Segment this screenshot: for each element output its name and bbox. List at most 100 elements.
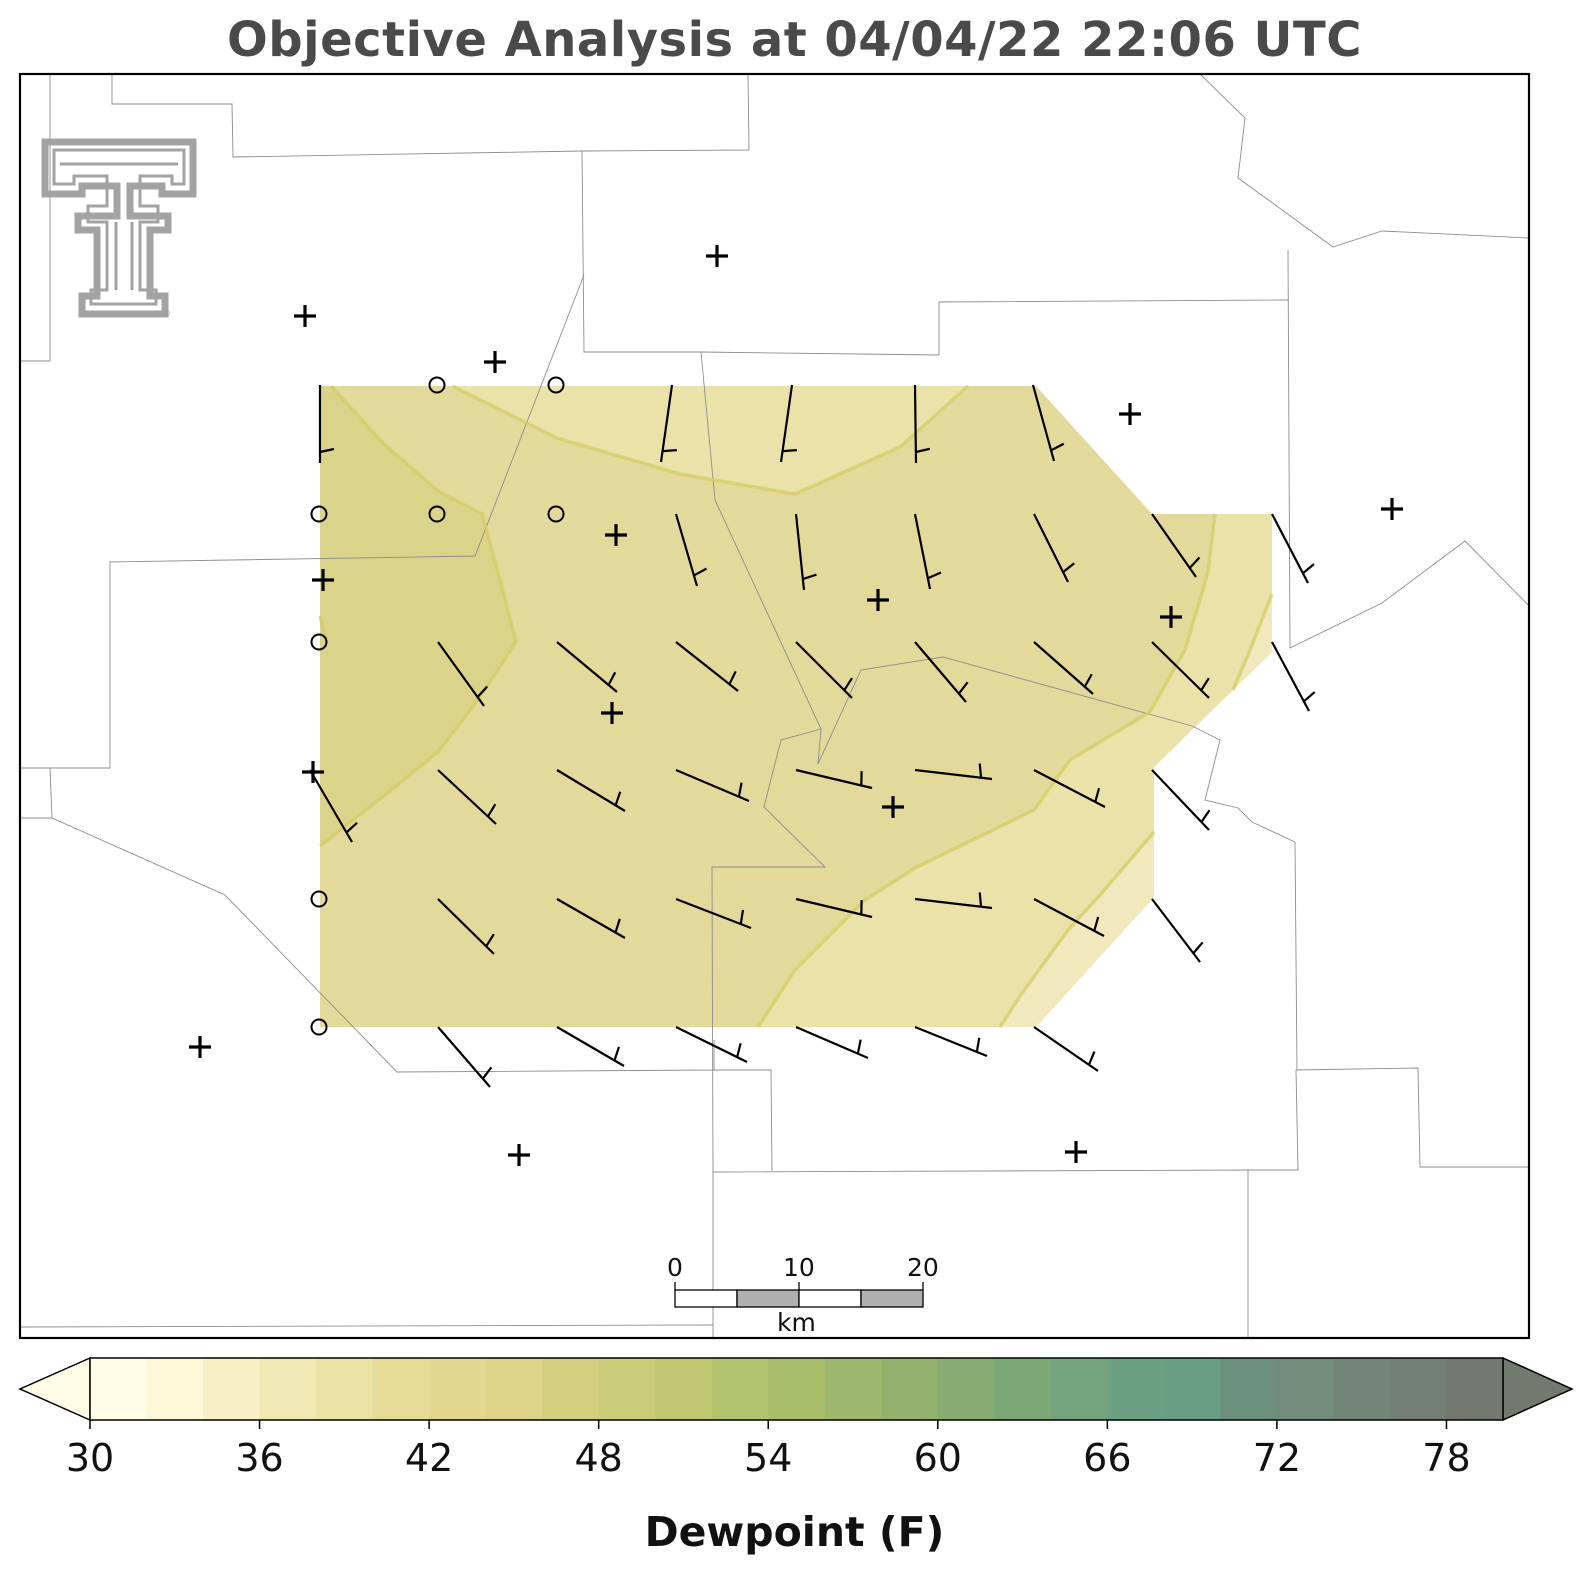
wind-barb-staff <box>914 641 967 703</box>
wind-barb-flag <box>1200 809 1211 823</box>
scale-bar-segment <box>674 1289 738 1308</box>
wind-barb-staff <box>1033 513 1069 583</box>
colorbar-swatch <box>1107 1358 1165 1420</box>
colorbar-swatch <box>598 1358 656 1420</box>
wind-barb-flag <box>1302 563 1315 575</box>
dewpoint-analysis-shading <box>320 386 1272 1027</box>
wind-barb-flag <box>978 763 983 778</box>
wind-barb-staff <box>795 641 853 699</box>
wind-barb-flag <box>958 681 969 695</box>
wind-barb-staff <box>675 641 739 692</box>
wind-barb-staff <box>556 641 618 693</box>
dewpoint-contours <box>318 384 1274 1028</box>
wind-barb-flag <box>1062 562 1075 574</box>
colorbar-tick-label: 60 <box>913 1436 962 1480</box>
colorbar-swatch <box>1389 1358 1448 1420</box>
wind-barb-staff <box>437 898 495 955</box>
wind-barb-staff <box>437 641 485 707</box>
wind-barb-flag <box>737 782 743 797</box>
wind-barb-staff <box>437 769 497 825</box>
colorbar-label: Dewpoint (F) <box>644 1508 945 1556</box>
wind-barb-flag <box>613 1046 620 1061</box>
wind-barb-flag <box>481 1066 493 1080</box>
wind-barb-staff <box>1151 641 1210 699</box>
county-boundaries <box>20 74 1529 1338</box>
wind-barb-staff <box>794 513 806 591</box>
colorbar-tick-label: 78 <box>1422 1436 1471 1480</box>
wind-barb-flag <box>915 447 931 454</box>
wind-barb-staff <box>1151 513 1197 578</box>
calm-wind-circle <box>547 376 565 394</box>
colorbar-swatch <box>1446 1358 1504 1420</box>
wind-barb-staff <box>914 1025 988 1058</box>
colorbar-swatch <box>259 1358 317 1420</box>
wind-barb-staff <box>556 769 626 812</box>
wind-barb-staff <box>779 384 794 463</box>
colorbar-swatch <box>372 1358 430 1420</box>
wind-barb-flag <box>1083 673 1093 688</box>
wind-barb-flag <box>485 933 495 947</box>
calm-wind-circle <box>547 505 565 523</box>
station-markers <box>189 245 1403 1166</box>
texas-tech-logo: ® <box>41 138 197 318</box>
wind-barb-staff <box>675 1026 748 1063</box>
wind-barb-flag <box>802 573 817 581</box>
wind-barb-flag <box>487 803 497 818</box>
colorbar-extend-min <box>18 1356 91 1422</box>
map-title: Objective Analysis at 04/04/22 22:06 UTC <box>227 12 1362 68</box>
colorbar-swatch <box>1276 1358 1335 1420</box>
wind-barb-staff <box>795 1025 869 1060</box>
wind-barb-flag <box>1093 916 1100 932</box>
colorbar-swatch <box>429 1358 487 1420</box>
colorbar-swatch <box>485 1358 543 1420</box>
dewpoint-region-42-44 <box>320 386 516 846</box>
wind-barb-staff <box>556 1026 625 1067</box>
wind-barb-staff <box>1271 513 1309 584</box>
wind-barb-staff <box>1033 898 1105 937</box>
wind-barb-flag <box>927 571 942 580</box>
colorbar-tick-label: 30 <box>65 1436 115 1480</box>
wind-barb-flag <box>1094 787 1101 803</box>
wind-barb-flag <box>978 892 983 907</box>
registered-mark: ® <box>163 309 171 318</box>
wind-barb-flag <box>975 1037 981 1053</box>
wind-barb-flag <box>782 449 797 453</box>
colorbar-swatch <box>146 1358 204 1420</box>
scale-bar-unit: km <box>777 1308 816 1337</box>
colorbar-tick-label: 42 <box>404 1436 454 1480</box>
wind-barb-flag <box>843 677 853 691</box>
colorbar-tick-label: 54 <box>744 1436 793 1480</box>
colorbar-swatch <box>937 1358 995 1420</box>
colorbar-swatch <box>655 1358 713 1420</box>
scale-bar-label-0: 0 <box>667 1253 683 1282</box>
colorbar-swatch <box>1050 1358 1108 1420</box>
dewpoint-region-38-40-north <box>452 386 968 494</box>
wind-barb-staff <box>913 384 918 464</box>
calm-wind-circle <box>310 505 328 523</box>
wind-barb-flag <box>1188 556 1201 569</box>
map-frame <box>18 72 1531 1340</box>
scale-bar-segment <box>798 1289 862 1308</box>
wind-barb-staff <box>795 897 873 919</box>
wind-barb-flag <box>1050 442 1065 452</box>
colorbar-tick-label: 48 <box>574 1436 623 1480</box>
colorbar-swatch <box>768 1358 826 1420</box>
wind-barb-flag <box>739 909 745 925</box>
colorbar-swatch <box>1333 1358 1391 1420</box>
wind-barb-staff <box>659 384 674 463</box>
wind-barb-flag <box>856 1039 862 1054</box>
colorbar-swatch <box>1220 1358 1278 1420</box>
wind-barb-staff <box>914 897 993 910</box>
scale-bar-label-10: 10 <box>783 1253 815 1282</box>
calm-wind-circle <box>428 376 446 394</box>
calm-wind-circle <box>428 505 446 523</box>
colorbar-extend-max <box>1502 1356 1574 1422</box>
wind-barb-flag <box>1087 1051 1096 1066</box>
scale-bar-segment <box>736 1289 800 1308</box>
wind-barb-flag <box>319 447 335 454</box>
colorbar-swatch <box>824 1358 882 1420</box>
wind-barb-staff <box>1271 641 1310 712</box>
colorbar-swatch <box>542 1358 600 1420</box>
wind-barb-flag <box>614 791 622 806</box>
